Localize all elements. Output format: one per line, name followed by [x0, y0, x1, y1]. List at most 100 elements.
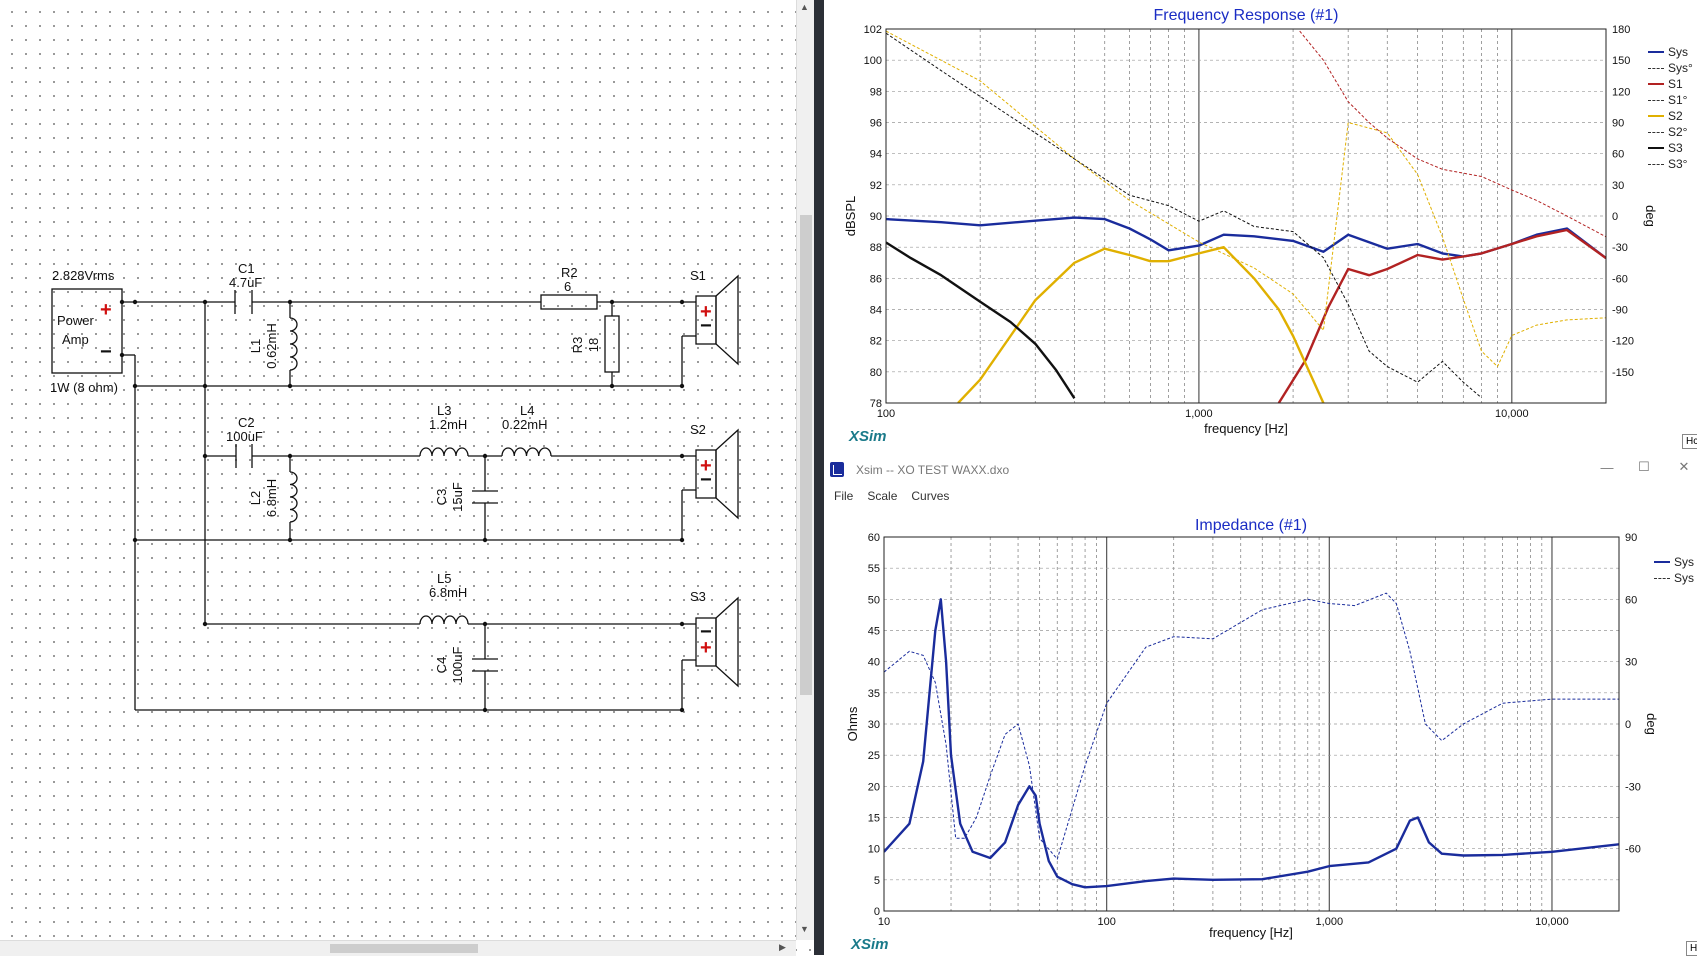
vertical-scroll-thumb[interactable]	[800, 215, 812, 695]
fr-chart-title: Frequency Response (#1)	[1154, 7, 1339, 24]
y-tick-label: 5	[874, 875, 880, 887]
fr-x-axis-label: frequency [Hz]	[1204, 421, 1288, 436]
y2-tick-label: 90	[1612, 118, 1624, 130]
source-name-1: Power	[57, 313, 95, 328]
s2-plus-sign: +	[700, 455, 712, 477]
imp-tick-labels: 0 5 10 15 20 25 30 35 40 45 50 55 60 -60 -30 0 30 60 90 10 1…	[868, 532, 1641, 928]
scroll-up-arrow-icon[interactable]: ▲	[800, 2, 809, 12]
close-icon[interactable]: ✕	[1678, 459, 1690, 474]
fr-y2-axis-label: deg	[1643, 205, 1658, 227]
vertical-scrollbar[interactable]: ▲ ▼	[796, 0, 815, 940]
c3-value: 15uF	[450, 482, 465, 512]
fr-y-axis-label: dBSPL	[843, 196, 858, 236]
legend-label: Sys	[1668, 45, 1689, 59]
series-s2-line	[957, 245, 1325, 403]
l1-name: L1	[248, 339, 263, 353]
legend-swatch	[1648, 83, 1664, 85]
y-tick-label: 94	[870, 149, 882, 161]
legend-label: S3°	[1668, 157, 1688, 171]
y-tick-label: 0	[874, 906, 880, 918]
legend-item: S1°	[1648, 92, 1697, 108]
y-tick-label: 10	[868, 844, 880, 856]
s3-plus-sign: +	[700, 637, 712, 659]
legend-label: S3	[1668, 141, 1683, 155]
legend-swatch	[1648, 147, 1664, 149]
x-tick-label: 1,000	[1316, 916, 1344, 928]
speaker-s3-label: S3	[690, 589, 706, 604]
y2-tick-label: 120	[1612, 86, 1630, 98]
l1-value: 0.62mH	[264, 323, 279, 369]
maximize-icon[interactable]: ☐	[1638, 459, 1650, 474]
x-tick-label: 1,000	[1185, 408, 1213, 420]
r2-value: 6	[564, 279, 571, 294]
imp-corner-button[interactable]: H	[1686, 941, 1697, 956]
y2-tick-label: 150	[1612, 55, 1630, 67]
legend-item: Sys	[1654, 554, 1697, 570]
l4-name: L4	[520, 403, 534, 418]
legend-item: Sys	[1654, 570, 1697, 586]
amp-minus-sign: −	[100, 341, 112, 363]
y-tick-label: 45	[868, 626, 880, 638]
legend-swatch	[1648, 131, 1664, 133]
power-amp-box	[51, 288, 123, 374]
imp-series-group	[884, 592, 1619, 889]
c2-value: 100uF	[226, 429, 263, 444]
legend-item: Sys°	[1648, 60, 1697, 76]
c4-value: 100uF	[450, 647, 465, 684]
series-s1-phase-line	[1299, 30, 1606, 238]
x-tick-label: 10	[878, 916, 890, 928]
fr-legend: Sys Sys° S1 S1° S2 S2° S3 S3°	[1648, 44, 1697, 172]
legend-item: S1	[1648, 76, 1697, 92]
legend-item: S3°	[1648, 156, 1697, 172]
y-tick-label: 90	[870, 211, 882, 223]
y-tick-label: 96	[870, 118, 882, 130]
s3-minus-sign: −	[700, 621, 712, 643]
legend-label: S1°	[1668, 93, 1688, 107]
horizontal-scroll-thumb[interactable]	[330, 944, 478, 953]
menu-file[interactable]: File	[834, 489, 854, 503]
y2-tick-label: 180	[1612, 24, 1630, 36]
c3-name: C3	[434, 489, 449, 506]
y-tick-label: 100	[864, 55, 882, 67]
legend-swatch	[1648, 163, 1664, 165]
r3-name: R3	[570, 337, 585, 354]
y2-tick-label: 0	[1612, 211, 1618, 223]
scroll-right-arrow-icon[interactable]: ▶	[779, 942, 786, 952]
y2-tick-label: -30	[1625, 781, 1641, 793]
y-tick-label: 55	[868, 563, 880, 575]
legend-label: Sys	[1674, 555, 1695, 569]
y2-tick-label: -60	[1612, 273, 1628, 285]
l5-name: L5	[437, 571, 451, 586]
y2-tick-label: 90	[1625, 532, 1637, 544]
window-title: Xsim -- XO TEST WAXX.dxo	[856, 463, 1010, 477]
y-tick-label: 78	[870, 398, 882, 410]
y-tick-label: 82	[870, 336, 882, 348]
legend-item: S2	[1648, 108, 1697, 124]
fr-xsim-brand: XSim	[848, 428, 887, 445]
x-tick-label: 100	[877, 408, 895, 420]
series-sys-line	[884, 592, 1619, 860]
y2-tick-label: -30	[1612, 242, 1628, 254]
menu-scale[interactable]: Scale	[867, 489, 898, 503]
frequency-response-window[interactable]: 78 80 82 84 86 88 90 92 94 96 98 100 102 -150 -120 -90 -…	[824, 0, 1697, 450]
legend-label: Sys	[1674, 571, 1695, 585]
legend-item: S3	[1648, 140, 1697, 156]
legend-swatch	[1648, 115, 1664, 117]
y-tick-label: 98	[870, 86, 882, 98]
fr-corner-button[interactable]: Hc	[1682, 434, 1697, 449]
horizontal-scrollbar[interactable]: ▶	[0, 940, 796, 956]
scroll-down-arrow-icon[interactable]: ▼	[800, 924, 809, 934]
legend-item: S2°	[1648, 124, 1697, 140]
imp-chart-title: Impedance (#1)	[1195, 517, 1307, 534]
impedance-titlebar[interactable]: Xsim -- XO TEST WAXX.dxo — ☐ ✕	[824, 454, 1697, 487]
impedance-window[interactable]: Xsim -- XO TEST WAXX.dxo — ☐ ✕ File Scal…	[824, 454, 1697, 956]
speaker-s1-label: S1	[690, 268, 706, 283]
minimize-icon[interactable]: —	[1600, 460, 1614, 475]
schematic-canvas[interactable]: + + + + − − − − 2.828Vrms Power Amp 1W (…	[0, 0, 818, 955]
speaker-s2-label: S2	[690, 422, 706, 437]
legend-swatch	[1648, 51, 1664, 53]
frequency-response-chart: 78 80 82 84 86 88 90 92 94 96 98 100 102 -150 -120 -90 -…	[843, 7, 1658, 445]
y-tick-label: 15	[868, 813, 880, 825]
fr-series-group	[886, 30, 1606, 403]
menu-curves[interactable]: Curves	[911, 489, 950, 503]
